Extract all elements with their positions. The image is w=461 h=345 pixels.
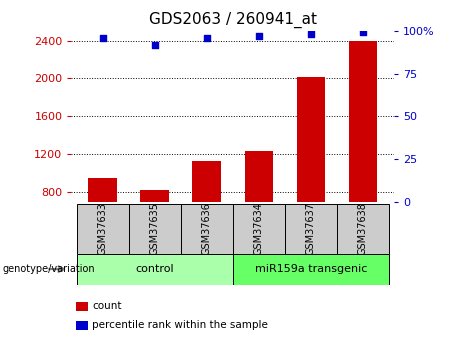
Bar — [337, 204, 389, 254]
Bar — [233, 204, 285, 254]
Bar — [141, 190, 169, 202]
Point — [151, 42, 159, 48]
Bar — [349, 41, 377, 202]
Bar — [233, 254, 389, 285]
Bar — [285, 204, 337, 254]
Point — [307, 32, 314, 37]
Text: percentile rank within the sample: percentile rank within the sample — [92, 321, 268, 330]
Text: genotype/variation: genotype/variation — [2, 264, 95, 274]
Bar — [193, 161, 221, 202]
Point — [203, 35, 211, 41]
Text: GSM37635: GSM37635 — [150, 202, 160, 255]
Bar — [77, 254, 233, 285]
Text: control: control — [136, 264, 174, 274]
Bar — [89, 178, 117, 202]
Text: miR159a transgenic: miR159a transgenic — [254, 264, 367, 274]
Point — [255, 33, 262, 39]
Text: GSM37638: GSM37638 — [358, 202, 368, 255]
Text: GSM37633: GSM37633 — [98, 202, 108, 255]
Point — [99, 35, 106, 41]
Text: GSM37634: GSM37634 — [254, 202, 264, 255]
Bar — [244, 151, 273, 202]
Bar — [129, 204, 181, 254]
Text: count: count — [92, 302, 122, 311]
Title: GDS2063 / 260941_at: GDS2063 / 260941_at — [149, 12, 317, 28]
Text: GSM37636: GSM37636 — [202, 202, 212, 255]
Bar — [296, 77, 325, 202]
Text: GSM37637: GSM37637 — [306, 202, 316, 255]
Bar — [77, 204, 129, 254]
Point — [359, 29, 366, 34]
Bar — [181, 204, 233, 254]
